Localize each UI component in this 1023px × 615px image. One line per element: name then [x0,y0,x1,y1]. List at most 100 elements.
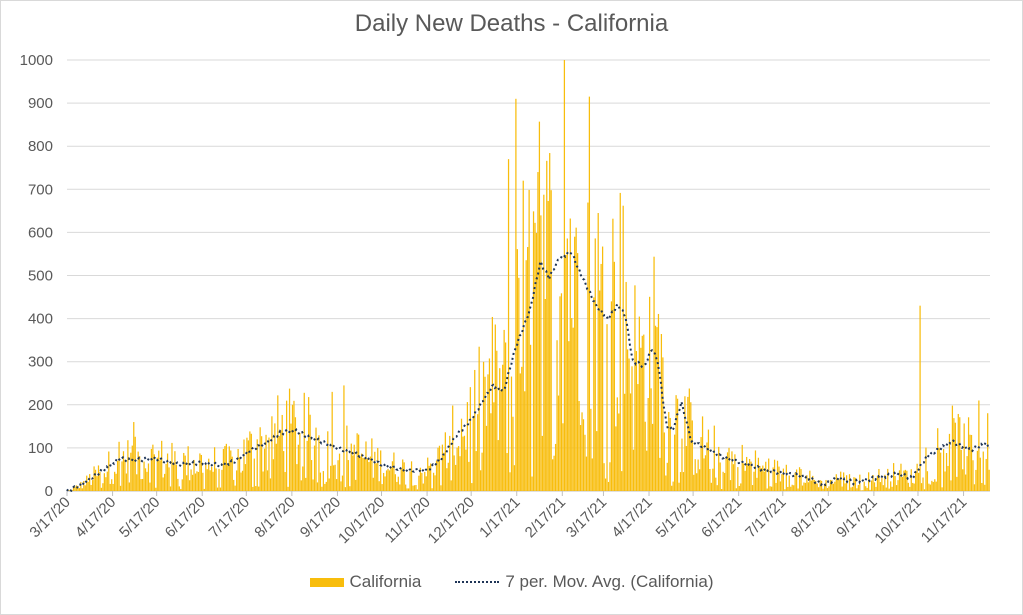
bar [903,470,905,491]
bar [159,460,161,491]
bar [237,448,239,491]
bar [400,468,402,491]
bar [590,408,592,491]
bar [643,334,645,491]
bar [826,488,829,491]
y-tick-label: 700 [28,181,53,198]
bar [641,335,643,491]
bar [766,488,768,491]
bar [882,485,884,491]
bar [704,455,707,491]
bar [443,452,445,491]
bar [112,483,114,491]
bar [463,435,466,491]
bar [703,458,705,491]
bar [537,172,539,491]
bar [693,474,695,491]
bar [116,460,119,491]
bar [512,416,514,491]
bar [431,488,433,491]
bar [180,488,182,491]
bar [709,468,711,491]
bar [873,482,876,491]
bar [712,468,714,491]
bar [68,490,70,491]
bar [554,443,557,491]
bar [121,461,123,491]
bar [544,299,546,491]
bar [594,238,596,491]
bar [513,465,516,491]
bar [834,481,836,491]
bar [453,455,455,491]
bar [374,451,376,491]
bar [901,477,904,491]
bar [321,486,323,491]
legend: California 7 per. Mov. Avg. (California) [0,572,1023,592]
bar [579,425,582,491]
bar [546,160,548,491]
bar [340,481,342,491]
bar [869,489,871,491]
bar [81,488,83,491]
bar [768,458,770,491]
bar [409,471,411,491]
bar [412,485,414,491]
bar [816,483,818,491]
bar [685,446,688,491]
bar [870,480,873,491]
bar [779,481,782,491]
bar [743,463,745,491]
bar [938,447,940,491]
bar [828,486,830,491]
bar [851,486,854,491]
bar [206,469,208,491]
bar [377,447,379,491]
bar [128,482,130,491]
bar [915,472,917,491]
bar [669,417,671,491]
bar [679,472,682,491]
bar [898,470,901,491]
bar [577,253,579,491]
bar [773,459,776,491]
bar [247,440,250,491]
bar [659,457,661,491]
bar [624,393,626,491]
bar [266,470,269,491]
bar [388,470,391,491]
bar [862,490,864,491]
bar [124,459,126,491]
x-tick-label: 6/17/20 [162,494,209,541]
bar [337,460,339,491]
bar [287,486,289,491]
bar [168,467,170,491]
bar [406,488,408,491]
bar [806,475,808,491]
bar [603,463,605,491]
bar [687,396,689,491]
bar [177,478,179,491]
bar [368,462,370,491]
bar [233,479,235,491]
bar [188,480,191,491]
bar [363,457,366,491]
bar [850,487,852,491]
bar [115,473,117,491]
bar [347,460,349,491]
bar [430,463,432,491]
bar [984,484,986,491]
bar [587,202,589,491]
bar [255,486,257,491]
bar [596,431,598,491]
bar [954,422,956,491]
bar [748,458,751,491]
x-tick-label: 2/17/21 [522,494,569,541]
bar [835,474,837,491]
bar [150,448,153,491]
bar [684,396,686,491]
bar [78,488,81,491]
bar [972,460,974,491]
bar [732,464,735,491]
